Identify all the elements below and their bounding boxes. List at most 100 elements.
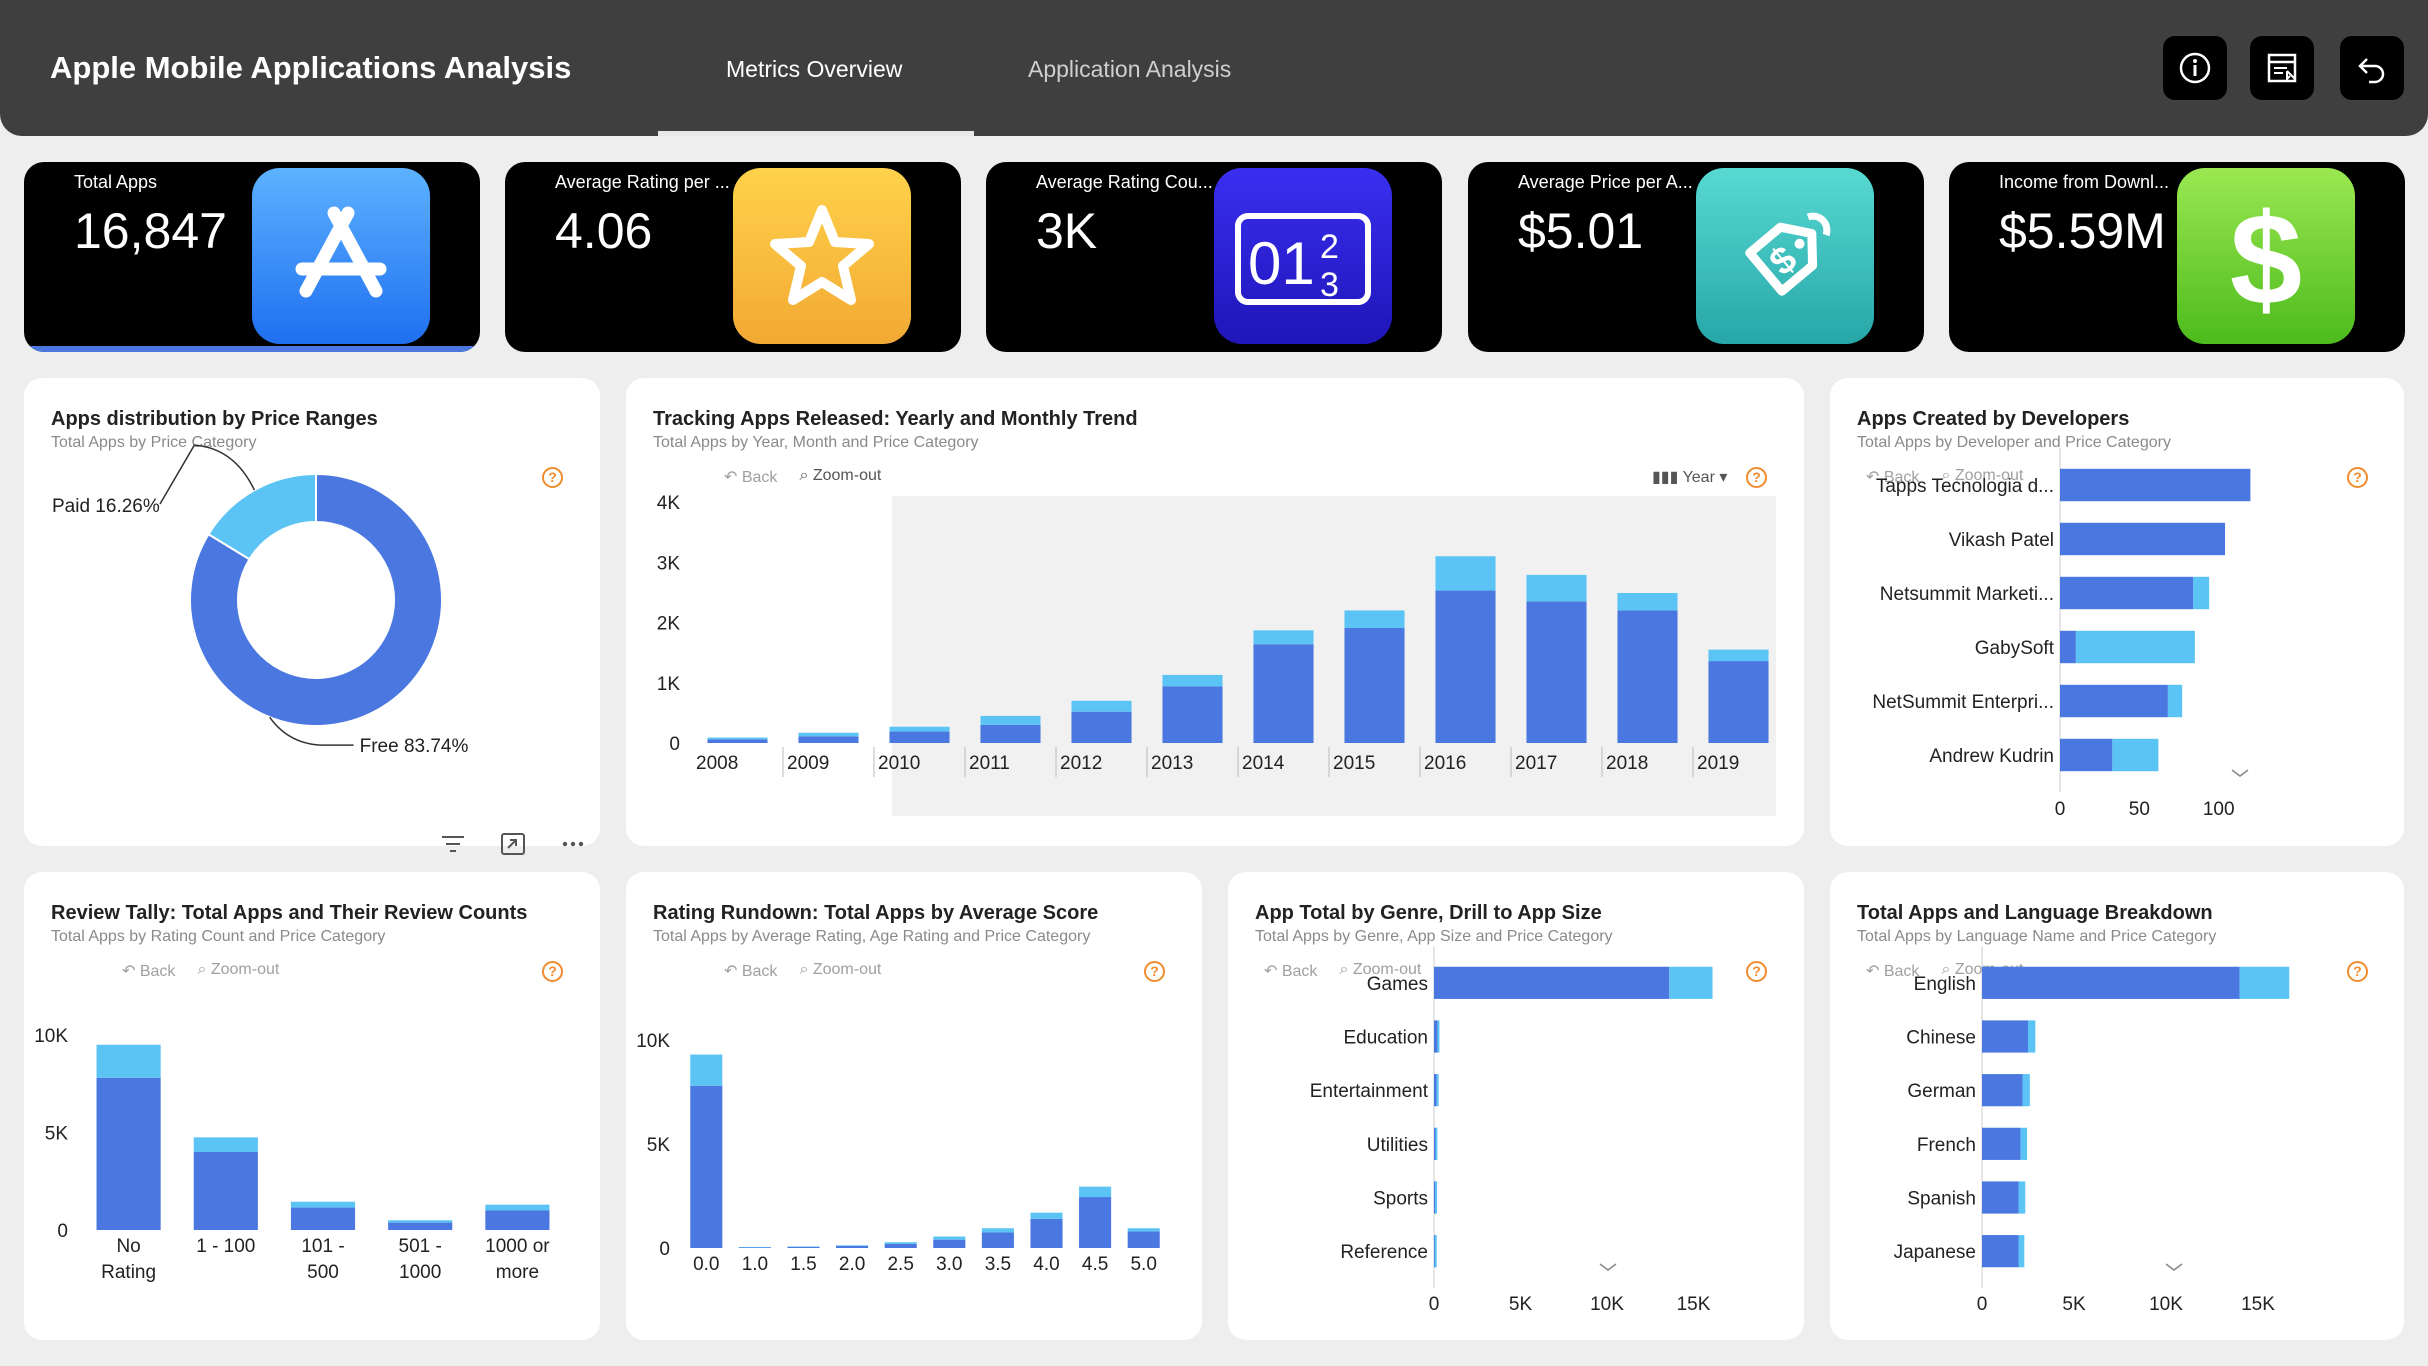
bar [690, 1054, 723, 1086]
card-rating-rundown: Rating Rundown: Total Apps by Average Sc… [626, 872, 1202, 1340]
x-tick-label: 2012 [1060, 753, 1102, 774]
bar [96, 1044, 161, 1078]
more-options-icon[interactable] [560, 832, 586, 861]
chart-subtitle: Total Apps by Language Name and Price Ca… [1857, 928, 2217, 945]
x-tick-label: 2014 [1242, 753, 1285, 774]
category-label: Utilities [1367, 1135, 1428, 1156]
bar [1435, 556, 1496, 591]
kpi-value: $5.59M [1999, 203, 2166, 259]
undo-button[interactable] [2340, 36, 2404, 100]
drill-nav: ↶ Back ⌕ Zoom-out [1264, 961, 1421, 981]
bar [1079, 1186, 1112, 1198]
bar [2060, 630, 2076, 664]
x-tick-label: 2008 [696, 753, 738, 774]
bar [981, 1228, 1014, 1233]
y-tick-label: 5K [45, 1124, 69, 1145]
star-icon [733, 168, 911, 344]
card-genre: App Total by Genre, Drill to App Size To… [1228, 872, 1804, 1340]
zoom-out-button[interactable]: ⌕ Zoom-out [1941, 467, 2024, 484]
help-icon[interactable]: ? [1746, 467, 1767, 488]
back-button[interactable]: ↶ Back [122, 963, 176, 980]
category-label: Education [1343, 1028, 1428, 1049]
x-tick-label: 2011 [969, 753, 1010, 774]
back-button[interactable]: ↶ Back [724, 469, 778, 486]
report-button[interactable] [2250, 36, 2314, 100]
y-tick-label: 10K [636, 1031, 670, 1052]
help-icon[interactable]: ? [1144, 961, 1165, 982]
drill-nav: ↶ Back ⌕ Zoom-out [122, 961, 279, 981]
bar [787, 1246, 820, 1248]
bar [980, 724, 1041, 743]
x-tick-label: 500 [307, 1262, 339, 1283]
chart-title: App Total by Genre, Drill to App Size [1255, 902, 1602, 924]
tab-application-analysis[interactable]: Application Analysis [1028, 56, 1232, 82]
chart-title: Rating Rundown: Total Apps by Average Sc… [653, 902, 1099, 924]
kpi-card-average-price[interactable]: Average Price per A... $5.01 $ [1468, 162, 1924, 352]
zoom-out-button[interactable]: ⌕ Zoom-out [799, 467, 882, 484]
bar [2018, 1181, 2026, 1214]
x-tick-label: 0 [1977, 1294, 1988, 1315]
x-tick-label: 4.0 [1033, 1254, 1059, 1275]
kpi-card-income[interactable]: Income from Downl... $5.59M $ [1949, 162, 2405, 352]
bar [884, 1242, 917, 1244]
zoom-out-button[interactable]: ⌕ Zoom-out [197, 961, 280, 978]
bar [1434, 1235, 1437, 1268]
svg-text:01: 01 [1248, 230, 1315, 297]
info-button[interactable] [2163, 36, 2227, 100]
chart-title: Tracking Apps Released: Yearly and Month… [653, 408, 1138, 430]
kpi-card-average-rating-count[interactable]: Average Rating Cou... 3K 01 2 3 [986, 162, 1442, 352]
bar [2028, 1020, 2036, 1053]
x-tick-label: 0 [2055, 799, 2066, 820]
bar [485, 1210, 550, 1230]
kpi-card-average-rating[interactable]: Average Rating per ... 4.06 [505, 162, 961, 352]
focus-mode-icon[interactable] [500, 832, 526, 861]
bar [836, 1245, 869, 1248]
x-tick-label: 501 - [399, 1236, 442, 1257]
x-tick-label: 50 [2129, 799, 2150, 820]
bar [2112, 738, 2159, 772]
kpi-card-total-apps[interactable]: Total Apps 16,847 [24, 162, 480, 352]
bar [1526, 574, 1587, 602]
help-icon[interactable]: ? [1746, 961, 1767, 982]
donut-slice-paid [207, 472, 317, 561]
x-tick-label: 10K [2149, 1294, 2183, 1315]
bar [2022, 1074, 2030, 1107]
bar [2060, 576, 2194, 610]
help-icon[interactable]: ? [542, 467, 563, 488]
svg-text:3: 3 [1320, 266, 1339, 304]
bar [2239, 966, 2290, 999]
bar [1617, 592, 1678, 611]
bar [2060, 684, 2168, 718]
bar [933, 1236, 966, 1240]
y-tick-label: 0 [669, 734, 680, 755]
filter-icon[interactable] [440, 832, 466, 861]
svg-text:$: $ [2230, 186, 2302, 326]
help-icon[interactable]: ? [542, 961, 563, 982]
bar [1435, 1181, 1438, 1214]
bar [1162, 686, 1223, 743]
zoom-out-button[interactable]: ⌕ Zoom-out [1339, 961, 1422, 978]
back-button[interactable]: ↶ Back [724, 963, 778, 980]
bar [690, 1085, 723, 1248]
bar [96, 1077, 161, 1230]
bar [1079, 1197, 1112, 1248]
back-button[interactable]: ↶ Back [1264, 963, 1318, 980]
x-tick-label: 2017 [1515, 753, 1557, 774]
back-button[interactable]: ↶ Back [1866, 469, 1920, 486]
scroll-chevron-icon [1599, 1263, 1617, 1271]
back-button[interactable]: ↶ Back [1866, 963, 1920, 980]
zoom-out-button[interactable]: ⌕ Zoom-out [799, 961, 882, 978]
chart-title: Apps Created by Developers [1857, 408, 2130, 430]
category-label: Games [1367, 974, 1428, 995]
x-tick-label: 0.0 [693, 1254, 719, 1275]
bar [1982, 1235, 2019, 1268]
help-icon[interactable]: ? [2347, 961, 2368, 982]
year-label: Year [1682, 469, 1715, 486]
y-tick-label: 4K [657, 493, 681, 514]
bar [798, 736, 859, 743]
bar [1435, 1127, 1438, 1160]
help-icon[interactable]: ? [2347, 467, 2368, 488]
tab-metrics-overview[interactable]: Metrics Overview [726, 56, 903, 82]
category-label: Tapps Tecnologia d... [1876, 476, 2054, 497]
year-dropdown[interactable]: ▮▮▮ Year ▾ [1652, 469, 1728, 486]
